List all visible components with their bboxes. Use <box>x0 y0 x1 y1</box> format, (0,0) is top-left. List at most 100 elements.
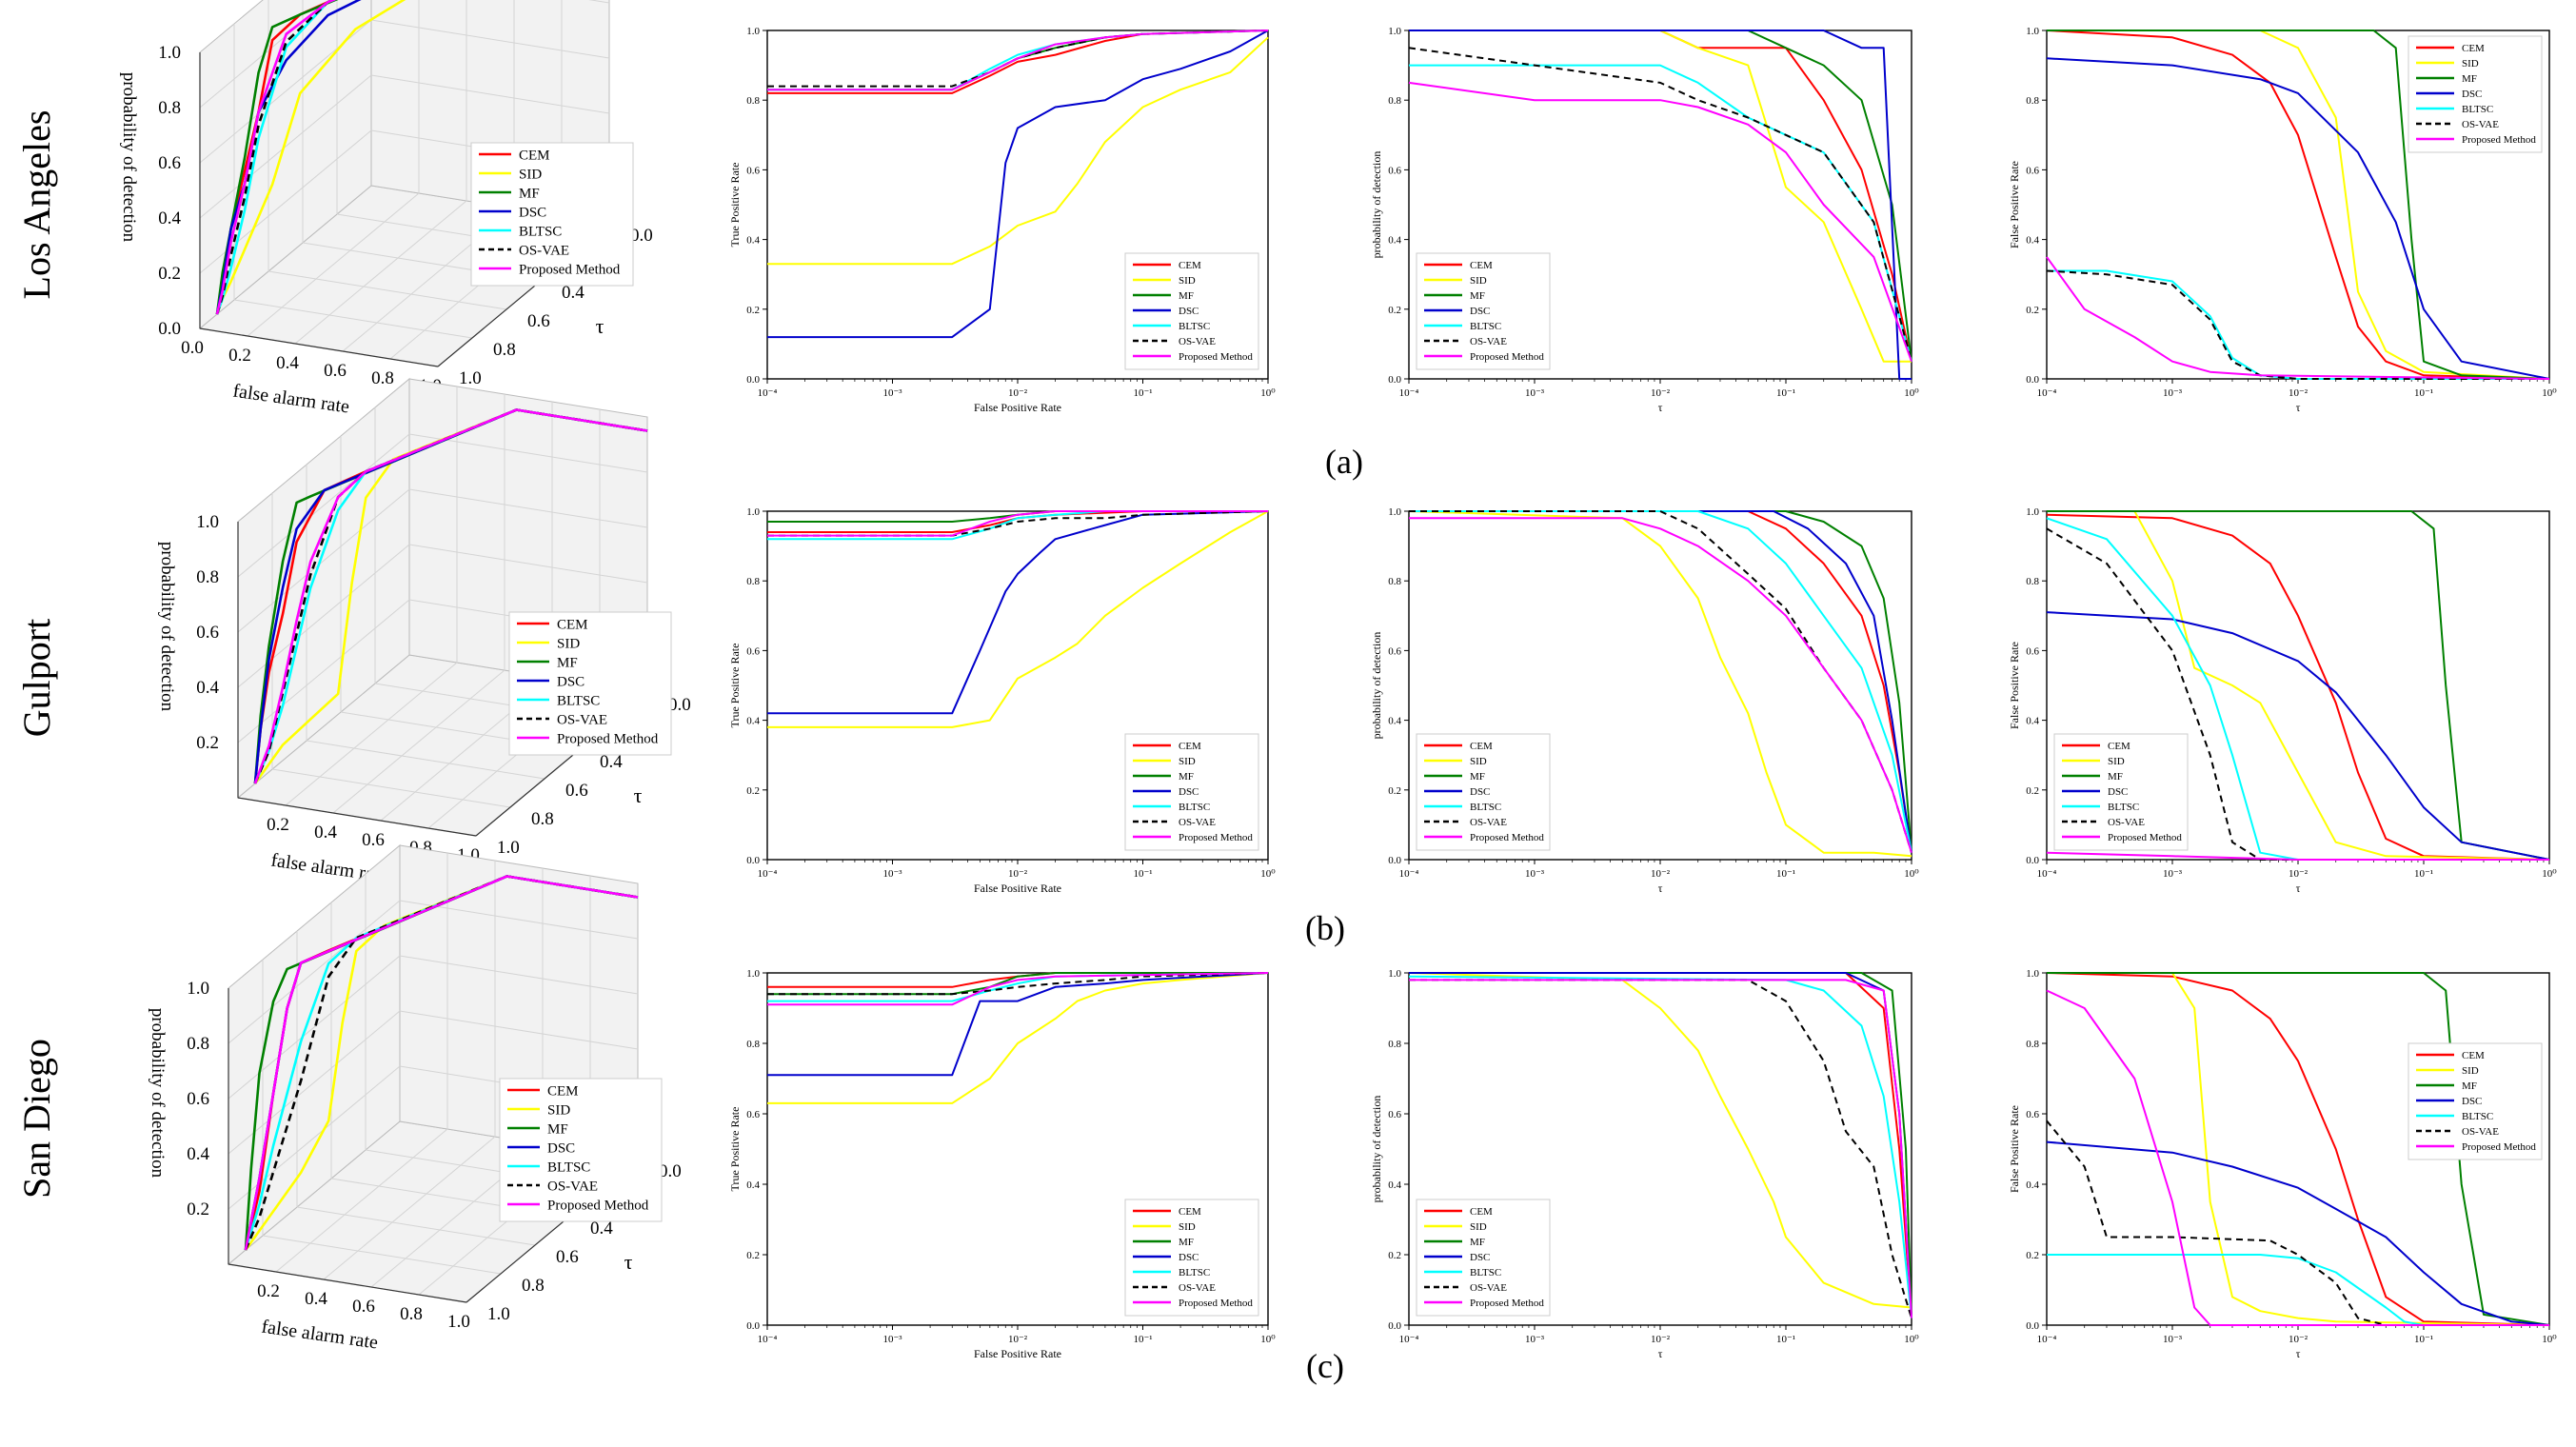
x-tick-label: 10⁻³ <box>1525 1334 1545 1345</box>
legend-label: CEM <box>2108 741 2130 752</box>
z-tick-label: 0.8 <box>158 98 181 118</box>
series-line-mf <box>767 30 1269 91</box>
y-tick-label: 1.0 <box>746 26 760 37</box>
series-line-dsc <box>767 972 1269 1077</box>
legend-label: BLTSC <box>2462 104 2493 115</box>
y-tick-label: 0.8 <box>1388 576 1401 587</box>
x-tick-label: 10⁻¹ <box>2414 387 2433 399</box>
series-line-proposed-method <box>1409 517 1912 853</box>
legend-label: BLTSC <box>2108 802 2139 813</box>
legend-label: CEM <box>519 148 550 163</box>
tau-tick-label: 0.4 <box>562 283 585 303</box>
y-tick-label: 1.0 <box>2026 506 2039 518</box>
tau-tick-label: 0.8 <box>531 809 554 829</box>
x-tick-label: 10⁻⁴ <box>1399 387 1419 399</box>
legend-label: MF <box>557 655 578 670</box>
far-axis-label: false alarm rate <box>231 381 350 418</box>
far-axis <box>237 797 477 837</box>
grid-line <box>408 488 648 528</box>
y-tick-label: 0.2 <box>746 785 760 797</box>
y-tick-label: 0.4 <box>1388 716 1401 727</box>
z-tick-label: 0.4 <box>158 208 181 228</box>
caption-a: (a) <box>1325 443 1363 481</box>
tau-tick-label: 1.0 <box>497 838 520 858</box>
series-line-3d-proposed-method <box>215 0 337 315</box>
far-tick-label: 0.6 <box>324 361 347 381</box>
legend-label: BLTSC <box>1470 1267 1501 1279</box>
legend-label: MF <box>547 1121 568 1137</box>
legend-label: MF <box>2108 771 2123 783</box>
x-tick-label: 10⁻¹ <box>1776 387 1795 399</box>
y-tick-label: 0.4 <box>2026 716 2039 727</box>
x-tick-label: 10⁻⁴ <box>2037 868 2057 880</box>
tau-tick-label: 1.0 <box>487 1304 510 1324</box>
legend: CEM SID MF DSC BLTSC OS-VAE Proposed Method <box>1124 733 1259 851</box>
y-tick-label: 1.0 <box>746 506 760 518</box>
legend-label: Proposed Method <box>2462 1141 2536 1153</box>
x-tick-label: 10⁻¹ <box>1133 1334 1152 1345</box>
tau-tick-label: 0.6 <box>527 311 550 331</box>
y-tick-label: 0.6 <box>2026 165 2039 176</box>
series-line-proposed-method <box>767 30 1269 91</box>
x-axis-label: τ <box>2296 882 2301 895</box>
grid-line <box>370 74 610 114</box>
grid-line <box>275 1128 448 1273</box>
legend: CEM SID MF DSC BLTSC OS-VAE Proposed Method <box>508 611 672 756</box>
far-tick-label: 0.2 <box>267 815 289 835</box>
series-line-3d-mf <box>215 0 339 315</box>
series-line-mf <box>1409 510 1912 853</box>
far-tick-label: 0.2 <box>228 346 251 366</box>
grid-line <box>228 955 401 1100</box>
y-tick-label: 1.0 <box>1388 506 1401 518</box>
legend-label: OS-VAE <box>1470 1282 1507 1294</box>
x-tick-label: 10⁻² <box>2289 868 2308 880</box>
legend-label: DSC <box>547 1140 575 1156</box>
panel-1-1: 0.0 0.2 0.4 0.6 0.8 1.0 10⁻⁴ 10⁻³ 10⁻² 10⁻¹ 10⁰ τ pr… <box>1370 506 1919 895</box>
grid-line <box>228 1010 401 1155</box>
y-tick-label: 0.8 <box>1388 1039 1401 1050</box>
x-tick-label: 10⁻¹ <box>2414 868 2433 880</box>
legend-label: CEM <box>2462 43 2485 54</box>
panel-3d-2: 0.20.40.60.81.01.00.80.60.40.20.00.20.40… <box>148 843 682 1354</box>
y-axis-label: False Positive Rate <box>2008 161 2021 248</box>
y-axis-label: probability of detection <box>1370 151 1383 259</box>
legend-label: DSC <box>557 674 585 689</box>
legend-label: DSC <box>1179 306 1199 317</box>
legend-label: OS-VAE <box>557 712 607 727</box>
far-tick-label: 0.8 <box>371 368 394 388</box>
legend: CEM SID MF DSC BLTSC OS-VAE Proposed Method <box>2408 1042 2543 1160</box>
caption-c: (c) <box>1306 1347 1344 1385</box>
legend-label: Proposed Method <box>1470 1298 1544 1309</box>
x-tick-label: 10⁻¹ <box>1133 868 1152 880</box>
y-tick-label: 0.8 <box>746 1039 760 1050</box>
y-tick-label: 0.0 <box>746 374 760 386</box>
grid-line <box>323 1136 496 1280</box>
far-tick-label: 0.6 <box>362 830 385 850</box>
y-axis-label: probability of detection <box>1370 632 1383 740</box>
legend-box <box>508 611 672 756</box>
x-tick-label: 10⁻³ <box>882 868 902 880</box>
x-tick-label: 10⁰ <box>1260 1334 1276 1345</box>
legend-label: Proposed Method <box>1470 832 1544 843</box>
tau-axis-label: τ <box>624 1250 633 1274</box>
y-tick-label: 0.4 <box>746 235 760 247</box>
x-tick-label: 10⁻³ <box>1525 387 1545 399</box>
legend-label: SID <box>1470 275 1487 287</box>
y-tick-label: 0.2 <box>746 1250 760 1261</box>
legend-label: DSC <box>1179 1252 1199 1263</box>
legend-label: OS-VAE <box>2108 817 2145 828</box>
far-axis-label: false alarm rate <box>260 1317 379 1354</box>
legend-label: Proposed Method <box>1179 832 1253 843</box>
series-line-os-vae <box>767 510 1269 537</box>
grid-line <box>268 270 507 310</box>
grid-line <box>237 599 410 743</box>
legend-label: SID <box>1179 275 1196 287</box>
panel-3d-0: 0.00.20.40.60.81.01.00.80.60.40.20.00.00… <box>119 0 653 418</box>
y-tick-label: 0.2 <box>1388 785 1401 797</box>
x-axis-label: τ <box>2296 1347 2301 1360</box>
legend-label: BLTSC <box>547 1160 590 1175</box>
series-line-proposed-method <box>2046 989 2549 1326</box>
y-tick-label: 0.4 <box>746 1179 760 1191</box>
legend-label: OS-VAE <box>1179 1282 1216 1294</box>
